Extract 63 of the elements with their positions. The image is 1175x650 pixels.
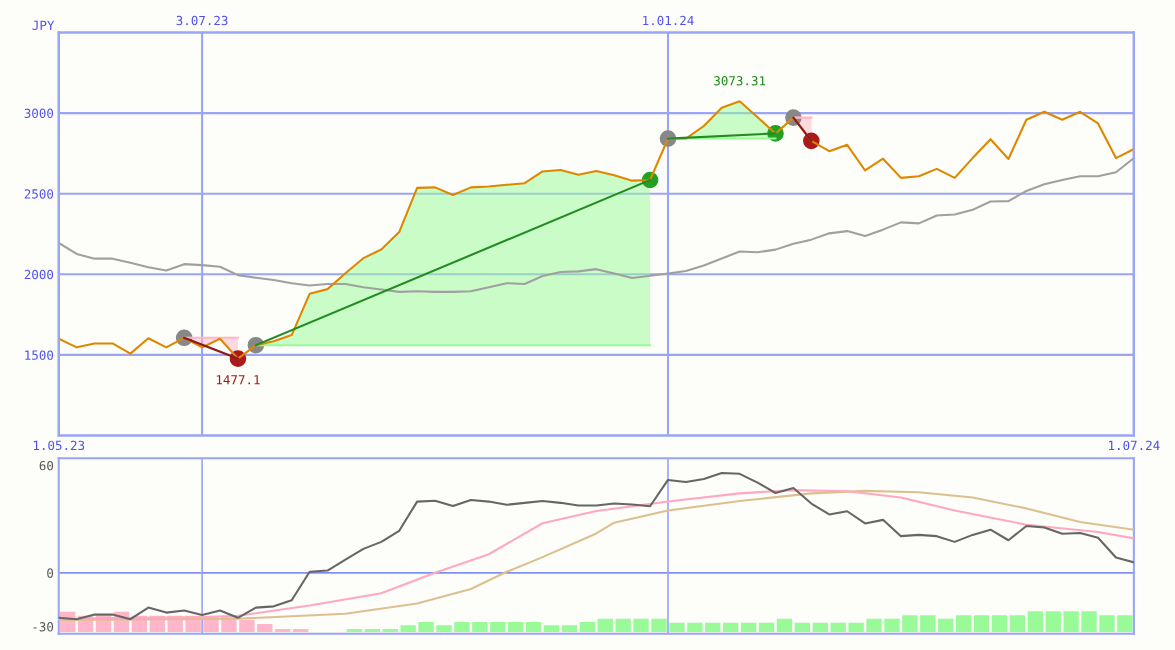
bar	[1081, 611, 1097, 632]
y-tick-label: 2000	[24, 269, 54, 280]
y-tick-label: -30	[33, 622, 54, 632]
bar	[938, 618, 954, 632]
x-tick-label: 1.07.24	[1109, 440, 1160, 451]
bar	[525, 621, 542, 632]
x2-tick-label: 1.01.24	[643, 15, 694, 26]
bar	[1009, 615, 1026, 632]
bar	[633, 618, 649, 632]
bar	[669, 622, 685, 632]
bar	[615, 618, 631, 632]
bar	[400, 625, 416, 632]
y-axis-title: JPY	[32, 20, 55, 31]
bar	[687, 622, 703, 632]
bar	[812, 622, 828, 632]
bar	[973, 615, 990, 632]
bar	[275, 628, 291, 632]
bar	[418, 621, 434, 632]
bar	[490, 621, 506, 632]
bar	[848, 622, 864, 632]
y-tick-label: 60	[39, 460, 54, 471]
line-series	[58, 157, 1134, 293]
bar	[776, 618, 793, 632]
bar	[579, 621, 596, 632]
bar	[346, 628, 363, 632]
bar	[239, 619, 255, 632]
y-tick-label: 0	[47, 568, 54, 578]
bar	[257, 624, 273, 632]
bar	[830, 622, 846, 632]
bar	[543, 625, 560, 632]
bar	[955, 615, 972, 632]
x-tick-label: 1.05.23	[33, 440, 85, 451]
bar	[436, 625, 452, 632]
bar	[454, 621, 470, 632]
bar	[884, 618, 900, 632]
bar	[866, 618, 882, 632]
bar	[1117, 615, 1133, 632]
y-tick-label: 1500	[25, 350, 54, 360]
bar	[561, 625, 578, 632]
bar	[902, 615, 918, 632]
bar	[794, 622, 811, 632]
bar	[292, 628, 309, 632]
bar	[508, 621, 524, 632]
bar	[651, 618, 667, 632]
bar	[1099, 615, 1115, 632]
bar	[920, 615, 936, 632]
bar	[991, 615, 1008, 632]
x2-tick-label: 3.07.23	[176, 15, 228, 26]
bar	[1063, 611, 1079, 632]
bar	[1027, 611, 1043, 632]
y-tick-label: 2500	[24, 189, 54, 199]
bar	[723, 622, 739, 632]
bar	[472, 621, 488, 632]
y-tick-label: 3000	[24, 108, 54, 119]
bar	[382, 628, 398, 632]
bar	[758, 622, 775, 632]
bar	[364, 628, 381, 632]
annotation: 1477.1	[216, 375, 260, 385]
bar	[740, 622, 757, 632]
annotation: 3073.31	[714, 76, 766, 86]
bar	[705, 622, 721, 632]
bar	[1045, 611, 1061, 632]
bar	[597, 618, 613, 632]
